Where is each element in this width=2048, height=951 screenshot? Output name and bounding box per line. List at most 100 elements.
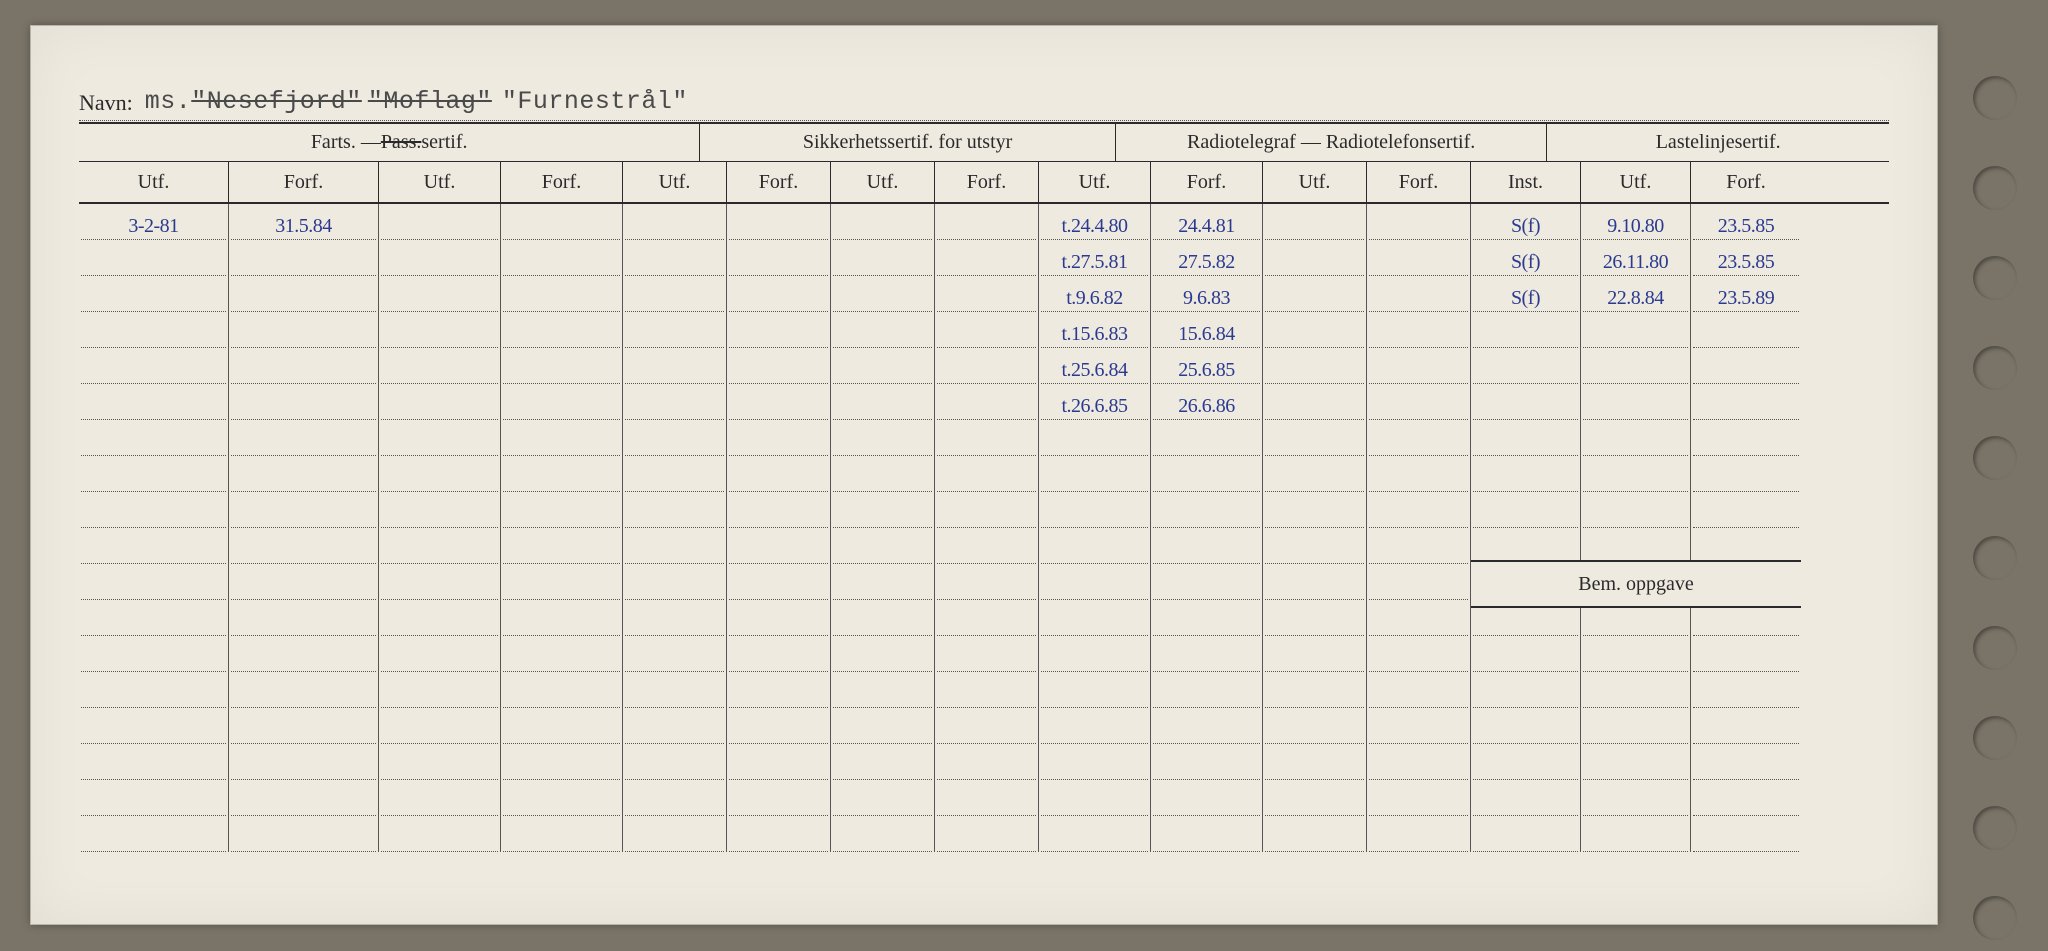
cell: t.24.4.80 [1039, 204, 1151, 240]
handwritten-value: t.15.6.83 [1039, 323, 1150, 346]
cell [501, 204, 623, 240]
cell [1581, 348, 1691, 384]
group-sikkerhet: Sikkerhetssertif. for utstyr [700, 124, 1116, 161]
handwritten-value: 15.6.84 [1151, 323, 1262, 346]
cell [379, 492, 501, 528]
cell [79, 564, 229, 600]
sub-col-6: Utf. [831, 162, 935, 202]
cell: 22.8.84 [1581, 276, 1691, 312]
sub-col-0: Utf. [79, 162, 229, 202]
cell [1471, 456, 1581, 492]
sub-col-8: Utf. [1039, 162, 1151, 202]
cell [501, 240, 623, 276]
cell [79, 744, 229, 780]
cell [623, 492, 727, 528]
cell: 9.10.80 [1581, 204, 1691, 240]
cell [229, 312, 379, 348]
cell [1039, 744, 1151, 780]
cell [623, 744, 727, 780]
cell [229, 240, 379, 276]
cell [501, 528, 623, 564]
cell [1151, 564, 1263, 600]
cell [229, 672, 379, 708]
cell [1367, 600, 1471, 636]
cell [1471, 780, 1581, 816]
cell: 23.5.85 [1691, 240, 1801, 276]
farts-pass: Pass. [381, 131, 422, 154]
sub-col-3: Forf. [501, 162, 623, 202]
cell [379, 708, 501, 744]
group-laste: Lastelinjesertif. [1547, 124, 1889, 161]
cell [935, 600, 1039, 636]
cell [501, 636, 623, 672]
cell [1039, 492, 1151, 528]
handwritten-value: 26.6.86 [1151, 395, 1262, 418]
cell [229, 384, 379, 420]
cell [727, 204, 831, 240]
cell [1691, 348, 1801, 384]
handwritten-value: 9.10.80 [1581, 215, 1690, 238]
cell [1263, 348, 1367, 384]
binder-hole [1973, 716, 2017, 760]
cell [1263, 420, 1367, 456]
cell [831, 492, 935, 528]
cell [727, 708, 831, 744]
handwritten-value: 23.5.85 [1691, 251, 1801, 274]
navn-name2: "Moflag" [368, 87, 492, 116]
table-row: t.25.6.8425.6.85 [79, 348, 1889, 384]
cell [79, 636, 229, 672]
handwritten-value: 23.5.89 [1691, 287, 1801, 310]
cell [379, 744, 501, 780]
cell [79, 348, 229, 384]
cell [1263, 564, 1367, 600]
table-row [79, 456, 1889, 492]
cell [79, 528, 229, 564]
binder-hole [1973, 436, 2017, 480]
handwritten-value: 25.6.85 [1151, 359, 1262, 382]
cell [831, 384, 935, 420]
sub-col-9: Forf. [1151, 162, 1263, 202]
cell [1471, 528, 1581, 564]
cell [1039, 780, 1151, 816]
cell: t.26.6.85 [1039, 384, 1151, 420]
cell [1263, 528, 1367, 564]
cell [501, 672, 623, 708]
cell [501, 564, 623, 600]
cell [1471, 420, 1581, 456]
cell [831, 600, 935, 636]
cell [79, 600, 229, 636]
table-row [79, 528, 1889, 564]
cell [1471, 312, 1581, 348]
sikkerhet-label: Sikkerhetssertif. for utstyr [803, 131, 1012, 154]
cell [935, 780, 1039, 816]
cell [727, 672, 831, 708]
cell [1039, 672, 1151, 708]
cell [229, 564, 379, 600]
handwritten-value: t.9.6.82 [1039, 287, 1150, 310]
cell [1471, 708, 1581, 744]
cell [1367, 204, 1471, 240]
navn-name3: "Furnestrål" [502, 87, 688, 116]
table-row [79, 708, 1889, 744]
handwritten-value: 23.5.85 [1691, 215, 1801, 238]
bem-oppgave-box: Bem. oppgave [1471, 560, 1801, 608]
cell [935, 312, 1039, 348]
cell [1581, 312, 1691, 348]
cell [623, 636, 727, 672]
cell [1263, 276, 1367, 312]
cell [1151, 672, 1263, 708]
navn-name1: "Nesefjord" [191, 87, 362, 116]
cell [623, 528, 727, 564]
cell [1691, 672, 1801, 708]
cell [501, 456, 623, 492]
cell: 25.6.85 [1151, 348, 1263, 384]
cell [1471, 744, 1581, 780]
cell [1151, 816, 1263, 852]
cell [1263, 672, 1367, 708]
cell [1151, 708, 1263, 744]
cell [1581, 708, 1691, 744]
handwritten-value: t.26.6.85 [1039, 395, 1150, 418]
cell [623, 384, 727, 420]
cell [501, 816, 623, 852]
cell [727, 780, 831, 816]
